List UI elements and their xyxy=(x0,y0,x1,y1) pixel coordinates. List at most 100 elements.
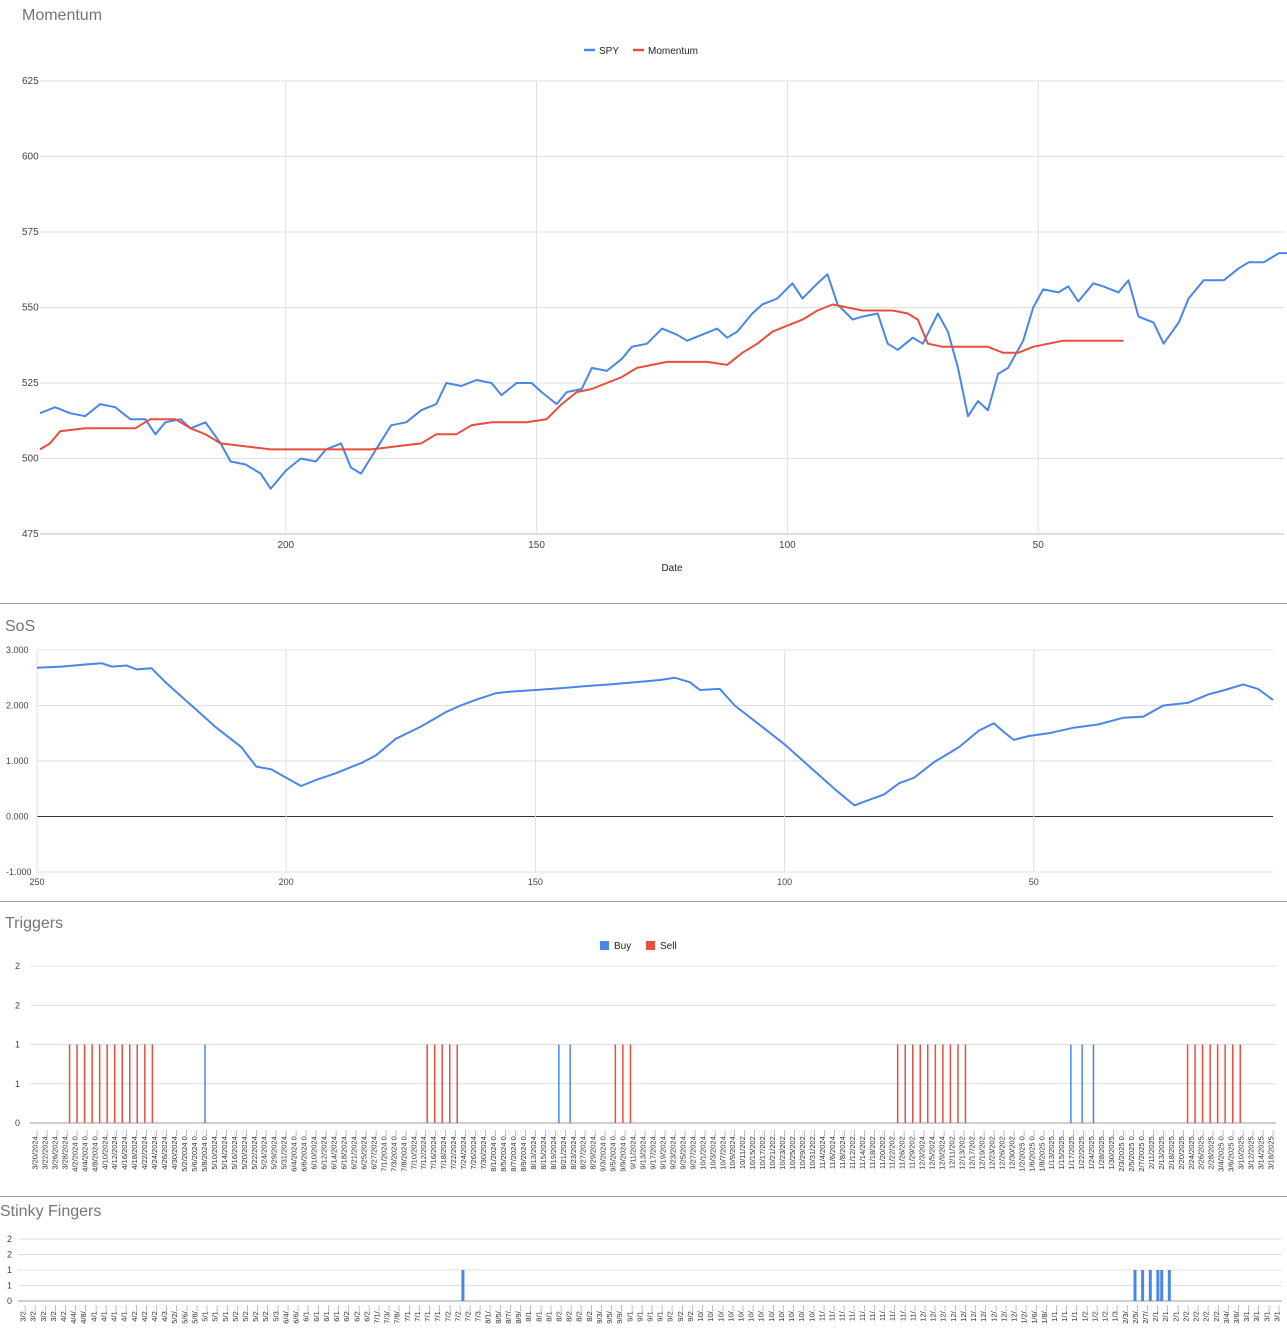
x-tick-label: 8/2... xyxy=(585,1305,594,1322)
x-tick-label: 3/14/2025... xyxy=(1257,1130,1266,1170)
y-tick-label: 3.000 xyxy=(6,645,29,655)
series-line-sos xyxy=(36,662,1274,807)
x-tick-label: 1/8/2025 0... xyxy=(1037,1130,1046,1172)
x-tick-label: 2/28/2025... xyxy=(1207,1130,1216,1170)
x-tick-label: 11/... xyxy=(908,1305,917,1321)
x-tick-label: 12/11/202... xyxy=(948,1130,957,1169)
x-tick-label: 8/23/2024... xyxy=(569,1130,578,1170)
y-tick-label: -1.000 xyxy=(6,867,32,877)
x-tick-label: 10/... xyxy=(696,1305,705,1322)
x-tick-label: 12/... xyxy=(1010,1305,1019,1322)
y-tick-label: 475 xyxy=(22,529,39,540)
x-tick-label: 3/2... xyxy=(49,1305,58,1322)
bar-sell xyxy=(1239,1044,1241,1123)
momentum-chart: Momentum 475 500 525 550 575 600 625 200 150 100 5… xyxy=(0,0,1287,603)
x-tick-label: 4/24/2024... xyxy=(150,1130,159,1170)
x-tick-label: 3/28/2024... xyxy=(60,1130,69,1170)
x-tick-label: 3/4/2025 0... xyxy=(1217,1130,1226,1172)
x-tick-label: 50 xyxy=(1033,540,1045,551)
x-tick-label: 2/5/... xyxy=(1131,1305,1140,1324)
x-tick-label: 6/14/2024... xyxy=(330,1130,339,1170)
x-tick-label: 8/1... xyxy=(534,1305,543,1322)
x-tick-label: 9/1... xyxy=(625,1305,634,1322)
x-tick-label: 5/29/2024... xyxy=(270,1130,279,1170)
x-tick-label: 7/1... xyxy=(423,1305,432,1322)
bar-sell xyxy=(629,1044,632,1123)
x-tick-label: 3/1... xyxy=(1262,1305,1271,1322)
x-tick-label: 8/27/2024... xyxy=(579,1130,588,1170)
x-tick-label: 2/1... xyxy=(1151,1305,1160,1322)
y-tick-label: 525 xyxy=(22,378,39,389)
x-tick-label: 2/7/2025 0... xyxy=(1137,1130,1146,1172)
x-tick-label: 10/7/2024... xyxy=(718,1130,727,1170)
x-tick-label: 11/26/202... xyxy=(898,1130,907,1169)
x-tick-label: 8/5/2024 0... xyxy=(499,1130,508,1172)
x-tick-label: 100 xyxy=(777,877,792,887)
bar-sell xyxy=(1209,1044,1211,1123)
x-tick-label: 8/5/... xyxy=(494,1305,503,1324)
x-tick-label: 3/18/2025... xyxy=(1267,1130,1276,1170)
x-tick-label: 7/18/2024... xyxy=(439,1130,448,1170)
bar-buy xyxy=(1081,1044,1083,1123)
x-tick-label: 6/1... xyxy=(312,1305,321,1322)
x-tick-label: 7/22/2024... xyxy=(449,1130,458,1170)
x-tick-label: 5/31/2024... xyxy=(280,1130,289,1170)
bar-sell xyxy=(121,1044,123,1123)
x-tick-label: 10/25/202... xyxy=(788,1130,797,1170)
x-tick-label: 1/1... xyxy=(1060,1305,1069,1322)
x-tick-label: 10/29/202... xyxy=(798,1130,807,1170)
bar-sell xyxy=(68,1044,71,1123)
x-tick-label: 5/8/... xyxy=(191,1305,200,1324)
bar-signal xyxy=(1156,1270,1160,1301)
x-tick-label: 9/5/... xyxy=(605,1305,614,1324)
x-tick-label: 10/... xyxy=(757,1305,766,1322)
x-tick-label: 1/3... xyxy=(1111,1305,1120,1322)
x-tick-label: 6/1... xyxy=(332,1305,341,1322)
bar-sell xyxy=(912,1044,914,1123)
x-tick-label: 10/... xyxy=(737,1305,746,1322)
x-tick-label: 8/13/2024... xyxy=(529,1130,538,1170)
x-tick-label: 7/3/... xyxy=(383,1305,392,1324)
bar-sell xyxy=(144,1044,146,1123)
x-tick-label: 2/2... xyxy=(1192,1305,1201,1322)
x-tick-label: 11/... xyxy=(848,1305,857,1321)
x-tick-label: 5/2... xyxy=(251,1305,260,1322)
bar-sell xyxy=(426,1044,428,1123)
y-tick-label: 1 xyxy=(7,1265,12,1275)
x-tick-label: 11/... xyxy=(858,1305,867,1321)
x-tick-label: 5/1... xyxy=(211,1305,220,1322)
bar-sell xyxy=(614,1044,617,1123)
x-tick-label: 10/9/2024... xyxy=(728,1130,737,1170)
x-tick-label: 7/1/2024 0... xyxy=(379,1130,388,1172)
x-tick-label: 4/2/2024 0... xyxy=(70,1130,79,1172)
x-tick-label: 1/2... xyxy=(1090,1305,1099,1322)
x-tick-label: 4/26/2024... xyxy=(160,1130,169,1170)
x-tick-label: 12/3/2024... xyxy=(918,1130,927,1170)
x-tick-label: 1/2... xyxy=(1080,1305,1089,1322)
x-tick-label: 12/13/202... xyxy=(958,1130,967,1170)
x-tick-label: 4/2... xyxy=(140,1305,149,1322)
x-tick-label: 4/4/... xyxy=(69,1305,78,1324)
x-tick-label: 4/2... xyxy=(150,1305,159,1322)
x-tick-label: 10/... xyxy=(767,1305,776,1322)
x-tick-label: 10/... xyxy=(706,1305,715,1322)
x-tick-label: 8/19/2024... xyxy=(549,1130,558,1170)
x-tick-label: 8/1... xyxy=(544,1305,553,1322)
triggers-chart: Triggers 0 1 1 2 2 3/20/2024... 3/22/2024... 3/… xyxy=(0,902,1287,1196)
x-tick-label: 2/24/2025... xyxy=(1187,1130,1196,1170)
x-tick-label: 11/6/2024... xyxy=(828,1130,837,1169)
x-tick-label: 8/9/... xyxy=(514,1305,523,1324)
x-tick-label: 4/22/2024... xyxy=(140,1130,149,1170)
legend-label-momentum: Momentum xyxy=(648,46,698,57)
x-tick-label: 9/1... xyxy=(656,1305,665,1322)
bar-sell xyxy=(927,1044,929,1123)
bar-signal xyxy=(1141,1270,1145,1301)
sos-plot: -1.000 0.000 1.000 2.000 3.000 250 200 150 100 50 xyxy=(6,645,1274,887)
x-tick-label: 5/1... xyxy=(221,1305,230,1322)
bar-sell xyxy=(98,1044,101,1123)
y-tick-label: 2 xyxy=(15,1000,20,1010)
x-tick-label: 10/3/2024... xyxy=(708,1130,717,1170)
y-tick-label: 0.000 xyxy=(6,812,29,822)
x-tick-label: 2/3/2025 0... xyxy=(1117,1130,1126,1172)
x-tick-label: 11/... xyxy=(817,1305,826,1321)
